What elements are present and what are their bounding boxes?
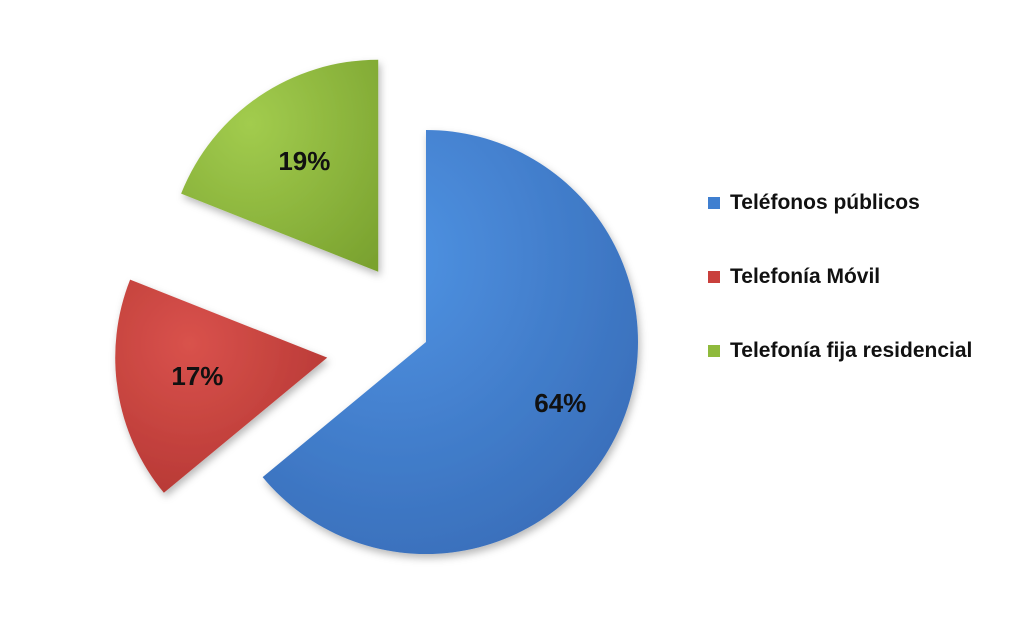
legend-label-telefonos-publicos: Teléfonos públicos — [730, 191, 920, 214]
legend-item-telefonia-fija-residencial: Telefonía fija residencial — [708, 334, 1008, 368]
legend-swatch-telefonia-fija-residencial — [708, 345, 720, 357]
legend-swatch-telefonia-movil — [708, 271, 720, 283]
legend-item-telefonia-movil: Telefonía Móvil — [708, 260, 1008, 294]
pie-slice-telefonos-publicos — [262, 130, 638, 555]
legend-label-telefonia-movil: Telefonía Móvil — [730, 265, 881, 288]
legend: Teléfonos públicos Telefonía Móvil Telef… — [708, 186, 1008, 408]
data-label-telefonos-publicos: 64% — [534, 388, 586, 418]
pie-slice-telefonia-fija-residencial — [181, 59, 379, 272]
data-label-telefonia-movil: 17% — [171, 361, 223, 391]
legend-swatch-telefonos-publicos — [708, 197, 720, 209]
data-label-telefonia-fija-residencial: 19% — [278, 146, 330, 176]
legend-item-telefonos-publicos: Teléfonos públicos — [708, 186, 1008, 220]
legend-label-telefonia-fija-residencial: Telefonía fija residencial — [730, 339, 973, 362]
pie-slice-telefonia-movil — [115, 279, 328, 493]
